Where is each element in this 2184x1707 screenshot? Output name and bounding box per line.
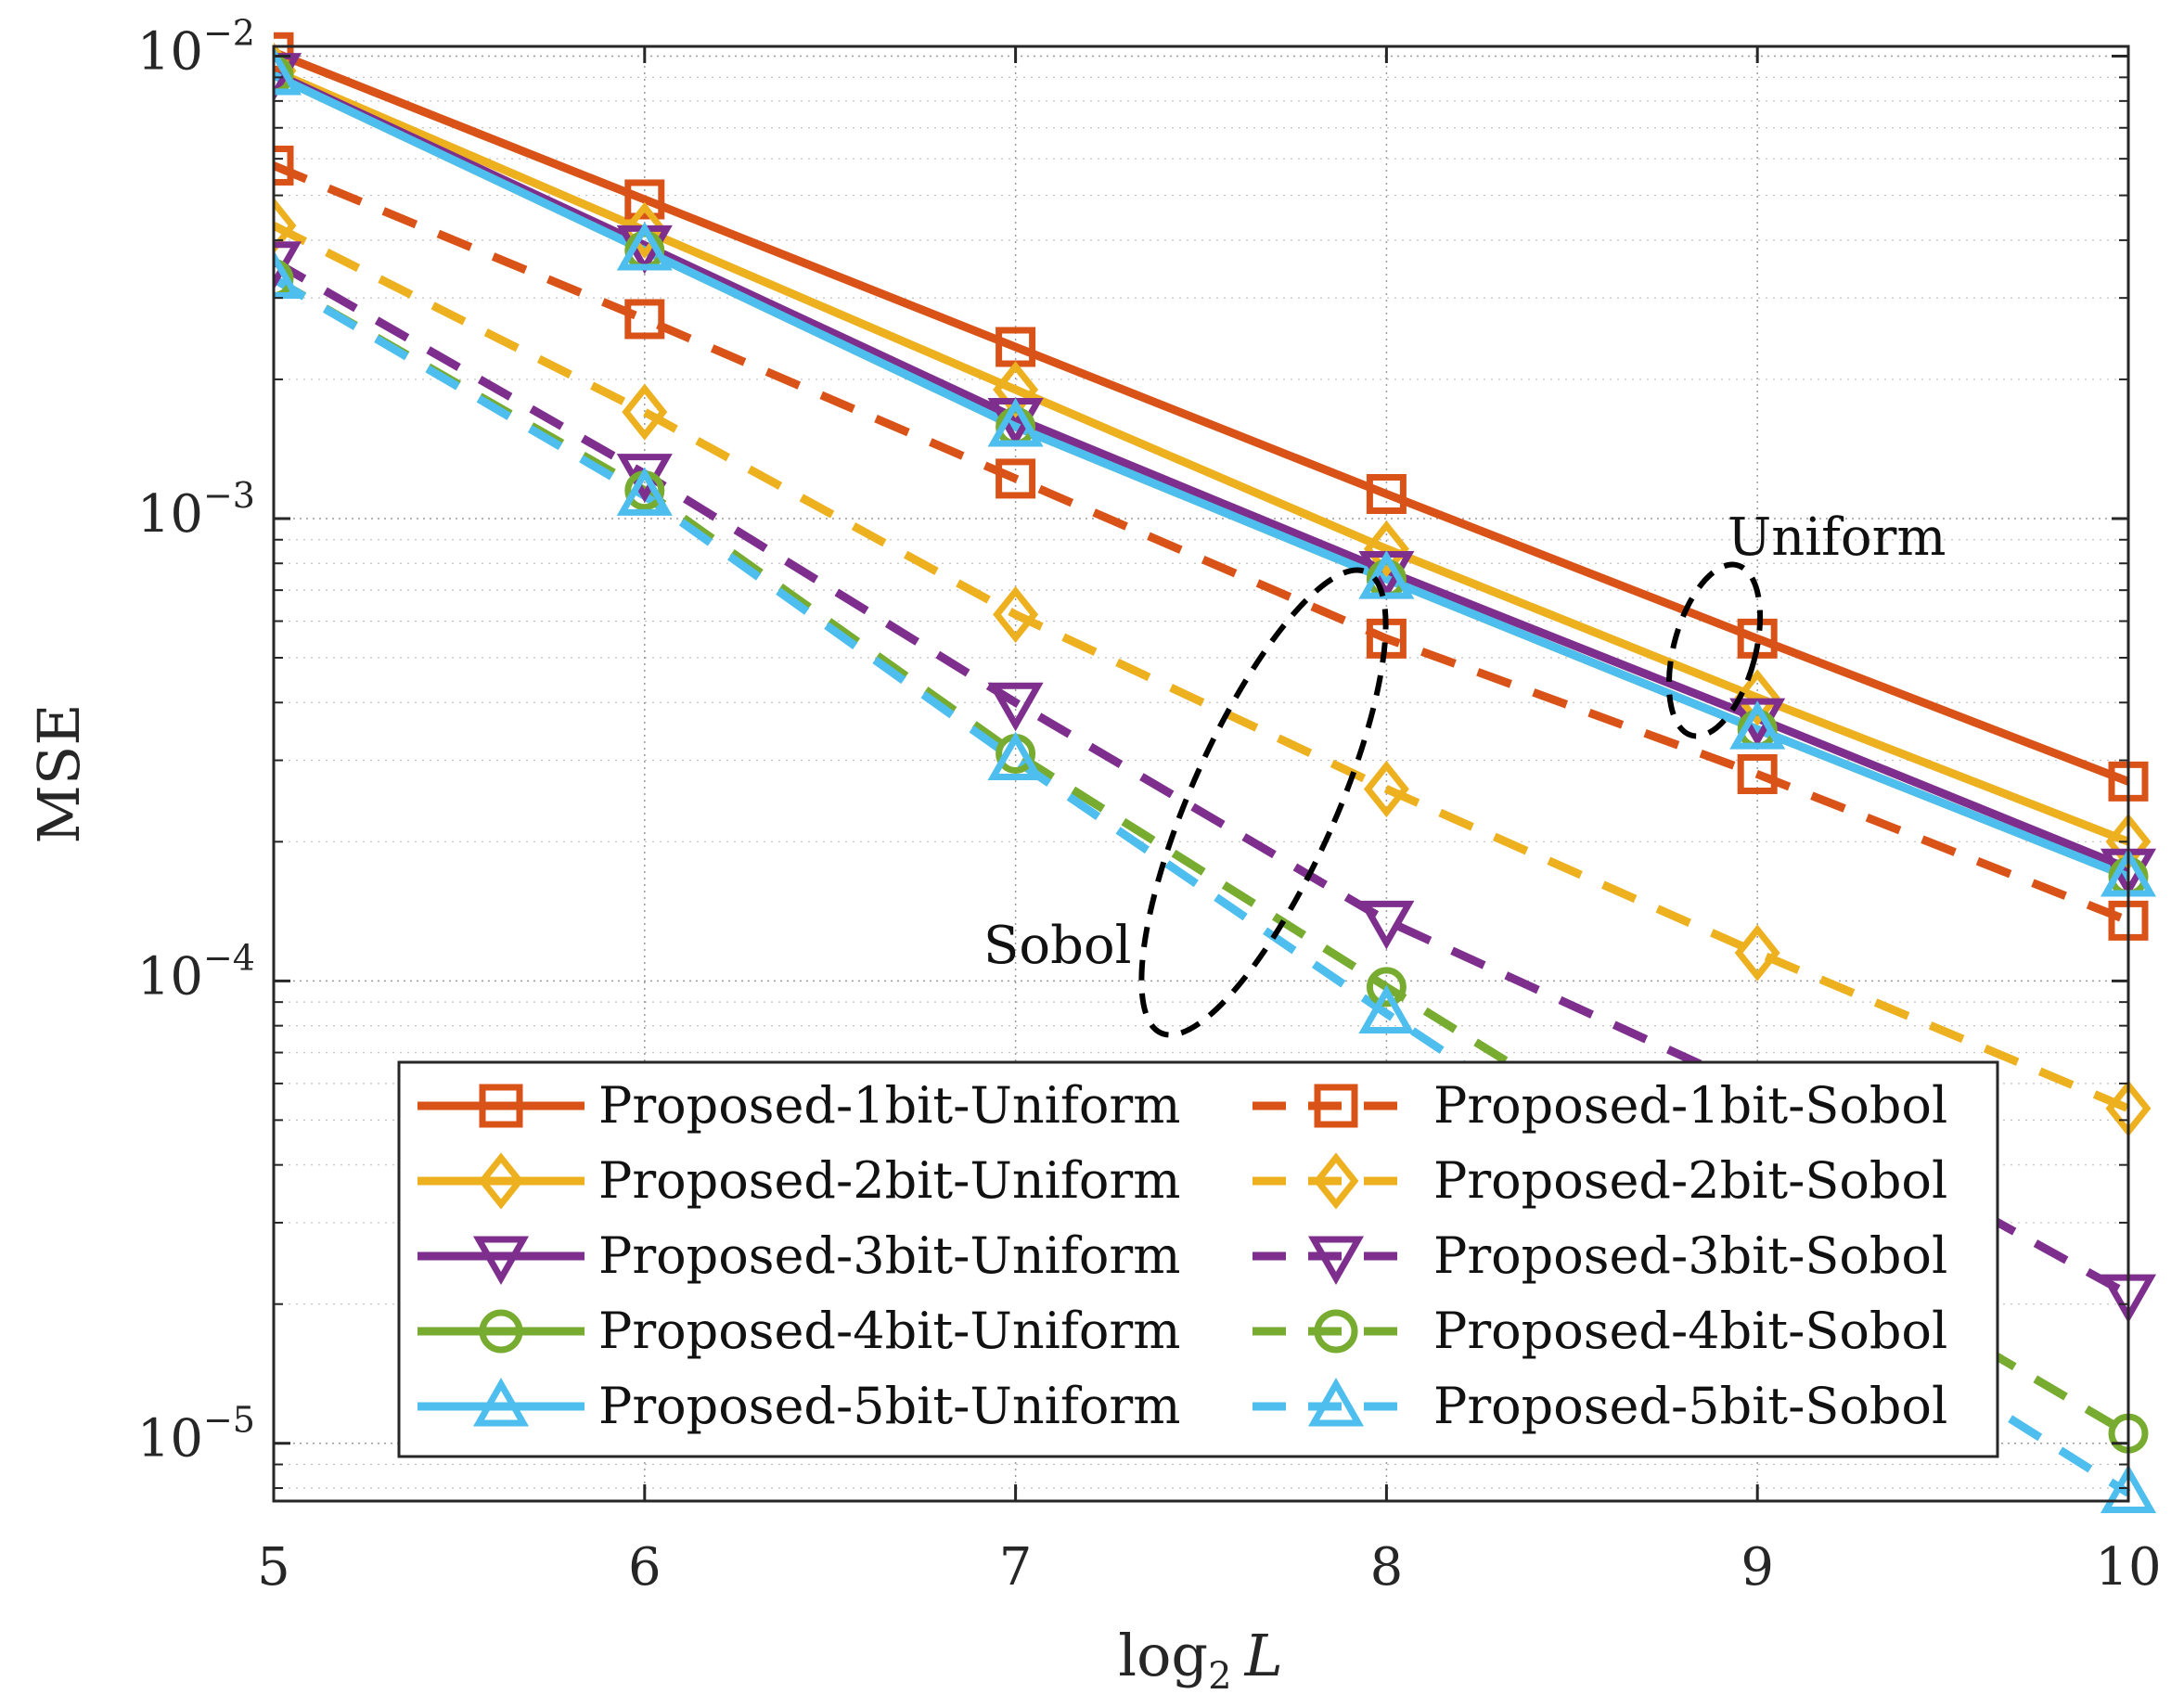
x-tick-label: 8: [1370, 1537, 1404, 1598]
series-line-proposed-2bit-uniform: [274, 67, 2130, 846]
y-tick-label-base: 10: [137, 1409, 203, 1470]
x-axis-title-variable: L: [1244, 1622, 1283, 1689]
data-point-proposed-5bit-uniform: [1729, 700, 1786, 750]
series-line-proposed-3bit-sobol: [274, 257, 2131, 1299]
series-line-proposed-4bit-sobol: [274, 275, 2131, 1438]
x-tick-label: 6: [628, 1537, 662, 1598]
y-tick-label-exponent: −2: [203, 13, 255, 54]
legend-label-proposed-1bit-uniform: Proposed-1bit-Uniform: [598, 1076, 1180, 1135]
data-point-proposed-2bit-sobol: [1363, 760, 1409, 818]
annotation-sobol: Sobol: [983, 916, 1132, 976]
data-point-proposed-5bit-uniform: [616, 221, 673, 271]
legend-marker-proposed-4bit-uniform: [479, 1309, 523, 1354]
uniform-group-ellipse: [1665, 561, 1764, 739]
data-point-proposed-2bit-sobol: [274, 197, 297, 254]
y-tick-label-exponent: −3: [203, 475, 255, 516]
legend-marker-proposed-1bit-uniform: [479, 1084, 523, 1128]
y-tick-label-base: 10: [137, 484, 203, 545]
data-point-proposed-5bit-uniform: [1358, 550, 1415, 599]
series-line-proposed-2bit-sobol: [274, 222, 2130, 1112]
annotations: Uniform Sobol: [983, 507, 1946, 1038]
legend-marker-proposed-5bit-uniform: [472, 1377, 530, 1427]
legend-label-proposed-5bit-uniform: Proposed-5bit-Uniform: [598, 1377, 1180, 1435]
data-point-proposed-1bit-uniform: [274, 32, 294, 72]
data-point-proposed-5bit-sobol: [2100, 1464, 2157, 1514]
legend-marker-proposed-3bit-uniform: [472, 1236, 530, 1286]
y-tick-label: 10−4: [137, 937, 255, 1007]
data-point-proposed-5bit-sobol: [616, 467, 673, 516]
y-tick-label: 10−5: [137, 1400, 255, 1470]
legend-label-proposed-3bit-uniform: Proposed-3bit-Uniform: [598, 1226, 1180, 1285]
legend-marker-proposed-4bit-sobol: [1314, 1309, 1358, 1354]
data-point-proposed-1bit-uniform: [1366, 473, 1407, 514]
data-point-proposed-5bit-sobol: [987, 731, 1044, 781]
legend-label-proposed-4bit-uniform: Proposed-4bit-Uniform: [598, 1302, 1180, 1360]
legend-label-proposed-2bit-sobol: Proposed-2bit-Sobol: [1433, 1151, 1947, 1210]
y-tick-label-exponent: −4: [203, 937, 255, 978]
data-point-proposed-4bit-uniform: [274, 55, 294, 96]
data-point-proposed-5bit-uniform: [274, 45, 302, 96]
legend-marker-proposed-3bit-sobol: [1307, 1236, 1365, 1286]
data-point-proposed-2bit-uniform: [1734, 669, 1780, 726]
data-point-proposed-2bit-sobol: [1734, 924, 1780, 982]
y-tick-label-exponent: −5: [203, 1400, 255, 1441]
legend-label-proposed-5bit-sobol: Proposed-5bit-Sobol: [1433, 1377, 1947, 1435]
data-point-proposed-1bit-sobol: [274, 145, 294, 186]
series-lines: [274, 48, 2131, 1497]
series-line-proposed-5bit-uniform: [274, 71, 2130, 881]
data-point-proposed-5bit-sobol: [274, 250, 302, 300]
data-point-proposed-2bit-sobol: [993, 585, 1039, 644]
legend-label-proposed-4bit-sobol: Proposed-4bit-Sobol: [1433, 1302, 1947, 1360]
x-axis-title-subscript: 2: [1208, 1655, 1231, 1698]
legend-label-proposed-2bit-uniform: Proposed-2bit-Uniform: [598, 1151, 1180, 1210]
y-tick-label-base: 10: [137, 22, 203, 83]
x-tick-label: 5: [257, 1537, 290, 1598]
data-point-proposed-2bit-uniform: [622, 201, 668, 259]
y-tick-label: 10−2: [137, 13, 255, 83]
legend-label-proposed-3bit-sobol: Proposed-3bit-Sobol: [1433, 1226, 1947, 1285]
data-point-proposed-1bit-sobol: [624, 299, 665, 340]
data-point-proposed-5bit-sobol: [1358, 984, 1415, 1034]
x-axis-title-log: log: [1118, 1622, 1208, 1689]
legend: Proposed-1bit-Uniform Proposed-2bit-Unifo…: [397, 1060, 1999, 1458]
y-tick-label-base: 10: [137, 946, 203, 1007]
legend-marker-proposed-1bit-sobol: [1314, 1084, 1358, 1128]
x-tick-label: 7: [999, 1537, 1033, 1598]
data-point-proposed-1bit-sobol: [1737, 753, 1778, 794]
data-point-proposed-3bit-sobol: [1358, 900, 1415, 950]
data-point-proposed-3bit-sobol: [987, 682, 1044, 732]
data-point-proposed-1bit-uniform: [624, 179, 665, 220]
legend-label-proposed-1bit-sobol: Proposed-1bit-Sobol: [1433, 1076, 1947, 1135]
data-point-proposed-5bit-uniform: [987, 397, 1044, 447]
legend-marker-proposed-2bit-uniform: [478, 1152, 524, 1210]
annotation-uniform: Uniform: [1728, 507, 1946, 568]
series-line-proposed-3bit-uniform: [274, 69, 2130, 873]
y-axis-title: MSE: [25, 703, 93, 843]
y-tick-label: 10−3: [137, 475, 255, 545]
plot-frame: [272, 45, 2130, 1503]
data-point-proposed-4bit-sobol: [1366, 967, 1407, 1008]
x-tick-label: 9: [1741, 1537, 1774, 1598]
legend-marker-proposed-2bit-sobol: [1313, 1152, 1359, 1210]
data-point-proposed-1bit-sobol: [996, 458, 1036, 499]
series-line-proposed-1bit-uniform: [274, 48, 2130, 786]
data-point-proposed-4bit-sobol: [274, 259, 294, 300]
legend-box: [397, 1060, 1999, 1458]
data-point-proposed-2bit-sobol: [622, 383, 668, 441]
series-line-proposed-1bit-sobol: [274, 161, 2130, 925]
data-point-proposed-2bit-uniform: [1363, 520, 1409, 578]
sobol-group-ellipse: [1138, 567, 1389, 1038]
x-axis-title: log2 L: [1118, 1622, 1282, 1698]
legend-marker-proposed-5bit-sobol: [1307, 1377, 1365, 1427]
x-tick-label: 10: [2095, 1537, 2161, 1598]
